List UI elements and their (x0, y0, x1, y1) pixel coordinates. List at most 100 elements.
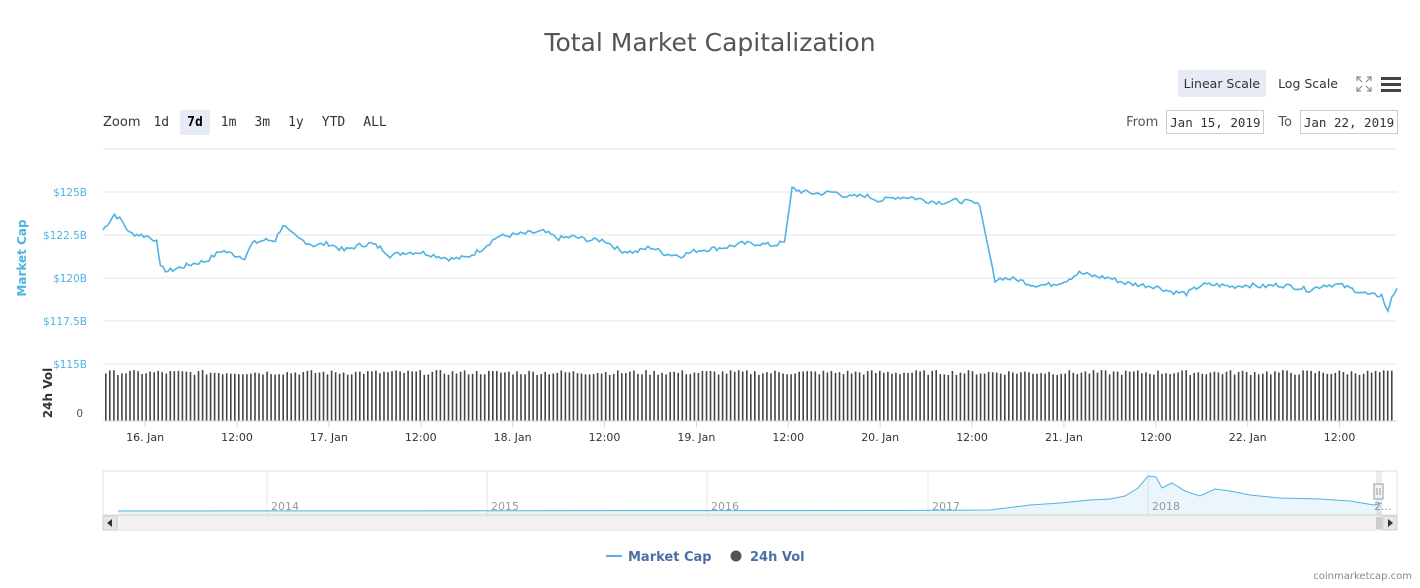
volume-bar (483, 374, 486, 421)
menu-icon[interactable] (1380, 74, 1402, 94)
volume-bar (818, 374, 821, 421)
scrollbar-thumb[interactable] (1376, 517, 1382, 529)
zoom-all-button[interactable]: ALL (363, 115, 387, 130)
volume-bar (778, 372, 780, 421)
volume-bar (294, 372, 297, 421)
volume-bar (794, 373, 796, 421)
volume-bar (161, 372, 163, 421)
volume-bar (427, 374, 430, 421)
navigator-handle-icon[interactable] (1373, 483, 1384, 500)
volume-bar (298, 374, 301, 421)
volume-bar (322, 371, 325, 421)
zoom-1m-button[interactable]: 1m (220, 115, 237, 130)
volume-bar (205, 374, 208, 421)
volume-bar (842, 374, 845, 421)
volume-bar (536, 375, 538, 421)
volume-bar (927, 374, 929, 421)
volume-bar (1076, 374, 1079, 421)
volume-bar (673, 371, 675, 421)
y-gridlines (103, 191, 1397, 365)
volume-bar (895, 372, 897, 421)
volume-bar (887, 371, 889, 421)
volume-bar (1229, 370, 1232, 421)
to-date-input[interactable] (1300, 110, 1398, 134)
navigator-year-label: 2014 (271, 500, 299, 513)
legend: Market Cap 24h Vol (606, 550, 805, 565)
volume-bar (1016, 373, 1018, 421)
x-tick-label: 17. Jan (310, 431, 348, 444)
volume-bar (310, 370, 313, 421)
volume-bar (750, 374, 752, 421)
volume-bar (137, 371, 139, 421)
x-tick-label: 12:00 (221, 431, 253, 444)
volume-bar (113, 370, 115, 421)
volume-bar (1241, 370, 1244, 421)
navigator-area (118, 476, 1382, 515)
volume-bar (1193, 372, 1195, 421)
volume-bar (959, 372, 962, 421)
zoom-1y-button[interactable]: 1y (288, 115, 304, 130)
zoom-selector: Zoom 1d 7d 1m 3m 1y YTD ALL (103, 110, 394, 135)
volume-bar (685, 374, 688, 421)
volume-bar (266, 371, 268, 421)
volume-bar (657, 374, 659, 421)
volume-bar (891, 373, 893, 421)
zoom-7d-button[interactable]: 7d (180, 110, 210, 135)
volume-bar (1064, 373, 1066, 421)
volume-bar (911, 372, 913, 421)
from-date-input[interactable] (1166, 110, 1265, 134)
volume-bar (870, 370, 873, 421)
zoom-1d-button[interactable]: 1d (153, 115, 170, 130)
legend-item-24h-vol[interactable]: 24h Vol (730, 550, 805, 565)
volume-bar (165, 373, 168, 421)
volume-bar (1278, 372, 1280, 421)
x-tick-label: 21. Jan (1045, 431, 1083, 444)
volume-bar (1286, 370, 1288, 421)
x-tick-label: 12:00 (589, 431, 621, 444)
volume-bar (225, 373, 228, 421)
volume-bar (1181, 370, 1183, 421)
volume-bar (488, 370, 490, 421)
zoom-3m-button[interactable]: 3m (254, 115, 271, 130)
volume-bar (629, 371, 631, 421)
volume-bar (363, 374, 365, 421)
volume-bar (1169, 374, 1171, 421)
volume-bar (270, 374, 272, 421)
volume-bar (568, 372, 571, 421)
volume-bar (350, 374, 353, 421)
volume-zero-tick: 0 (76, 408, 83, 420)
scroll-right-arrow-icon (1388, 519, 1393, 527)
volume-bar (915, 370, 917, 421)
volume-bar (697, 372, 700, 421)
volume-bar (766, 372, 768, 421)
legend-dot-icon (730, 550, 742, 562)
volume-bar (302, 372, 305, 421)
volume-bar (645, 370, 647, 421)
volume-bar (1197, 372, 1200, 421)
volume-bar (762, 373, 764, 421)
volume-bar (1326, 373, 1329, 421)
legend-item-market-cap[interactable]: Market Cap (606, 550, 712, 565)
log-scale-button[interactable]: Log Scale (1278, 76, 1338, 91)
volume-bar (238, 374, 240, 421)
volume-bar (403, 373, 405, 421)
volume-bar (262, 374, 264, 421)
volume-bar (1201, 373, 1204, 421)
volume-bar (1165, 373, 1167, 421)
volume-bar (935, 370, 937, 421)
volume-bar (395, 370, 397, 421)
zoom-ytd-button[interactable]: YTD (321, 115, 346, 130)
navigator-scrollbar[interactable] (102, 515, 1398, 531)
volume-bar (367, 371, 369, 421)
fullscreen-icon[interactable] (1354, 74, 1374, 94)
volume-bar (999, 373, 1002, 421)
volume-bar (479, 374, 482, 421)
volume-bar (318, 372, 321, 421)
volume-bar (967, 370, 970, 421)
navigator-frame[interactable] (102, 470, 1398, 516)
volume-bar (1354, 373, 1357, 421)
volume-bar (1072, 372, 1075, 421)
volume-bar (439, 370, 442, 421)
linear-scale-button[interactable]: Linear Scale (1177, 70, 1267, 97)
